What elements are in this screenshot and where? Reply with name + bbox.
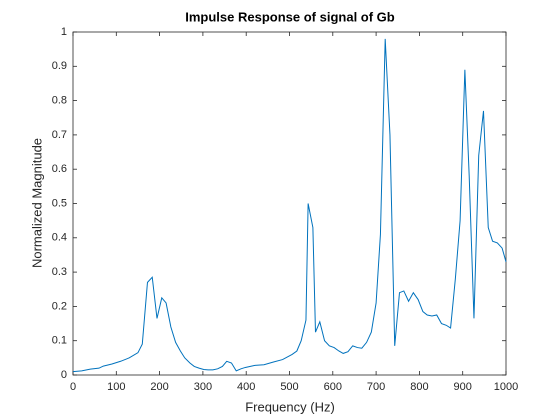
y-tick-label: 0.7: [52, 129, 67, 141]
x-tick-label: 200: [150, 381, 168, 393]
y-tick-label: 0.1: [52, 335, 67, 347]
chart-title: Impulse Response of signal of Gb: [185, 9, 395, 24]
y-tick-label: 0.5: [52, 197, 67, 209]
x-tick-label: 1000: [494, 381, 518, 393]
y-tick-label: 0: [61, 369, 67, 381]
y-tick-label: 0.2: [52, 300, 67, 312]
y-tick-label: 0.6: [52, 163, 67, 175]
x-axis-label: Frequency (Hz): [245, 399, 335, 414]
x-tick-label: 800: [410, 381, 428, 393]
axes-box: [72, 31, 507, 376]
x-tick-label: 900: [454, 381, 472, 393]
y-tick-label: 0.4: [52, 232, 67, 244]
x-tick-label: 100: [107, 381, 125, 393]
y-tick-label: 0.8: [52, 95, 67, 107]
line-series: [72, 38, 507, 373]
x-tick-label: 700: [367, 381, 385, 393]
x-tick-label: 600: [324, 381, 342, 393]
y-tick-label: 0.3: [52, 266, 67, 278]
y-tick-label: 0.9: [52, 60, 67, 72]
x-tick-label: 500: [280, 381, 298, 393]
x-tick-label: 400: [237, 381, 255, 393]
y-tick-label: 1: [61, 26, 67, 38]
x-tick-label: 300: [194, 381, 212, 393]
y-axis-label: Normalized Magnitude: [29, 138, 44, 268]
x-tick-label: 0: [70, 381, 76, 393]
